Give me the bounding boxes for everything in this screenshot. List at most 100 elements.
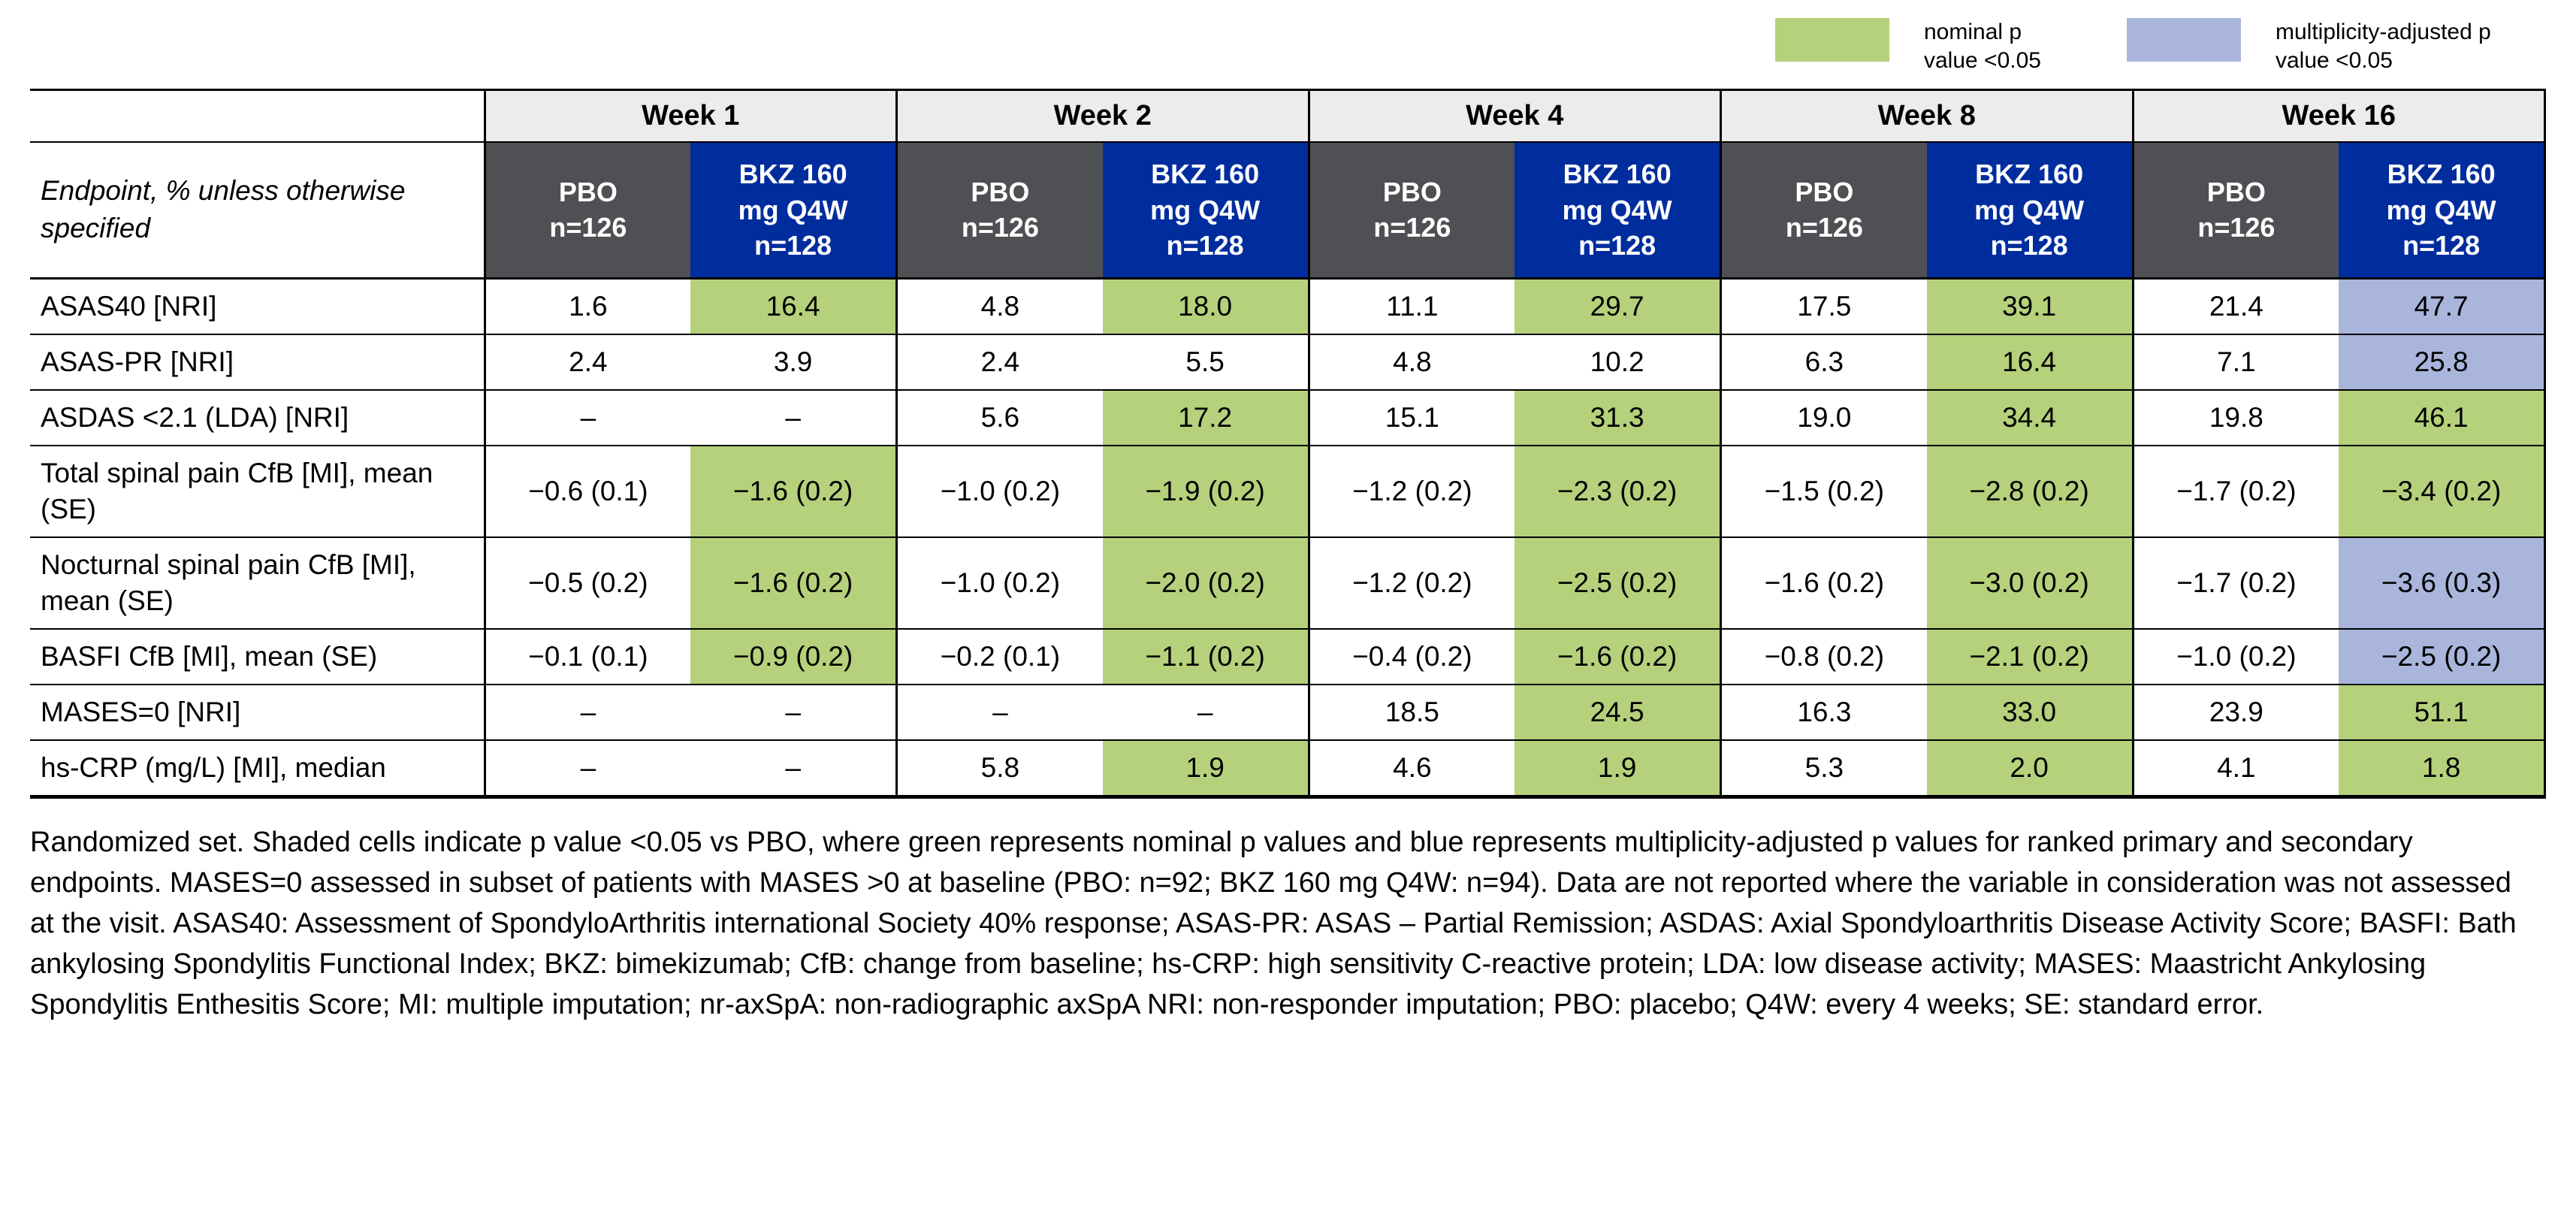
data-cell: – xyxy=(690,740,897,799)
table-row: Total spinal pain CfB [MI], mean (SE) −0.… xyxy=(30,445,2547,539)
pbo-arm-header: PBO n=126 xyxy=(2131,142,2339,280)
data-cell: 19.8 xyxy=(2131,389,2339,446)
data-cell: 24.5 xyxy=(1514,685,1721,742)
footnote: Randomized set. Shaded cells indicate p … xyxy=(30,827,2517,1021)
data-cell: −0.5 (0.2) xyxy=(483,537,691,630)
adjusted-p-label: multiplicity-adjusted p value <0.05 xyxy=(2276,20,2491,73)
data-cell: −1.0 (0.2) xyxy=(2131,629,2339,686)
bkz-arm-header: BKZ 160 mg Q4W n=128 xyxy=(2339,142,2547,280)
endpoint-label: ASDAS <2.1 (LDA) [NRI] xyxy=(30,389,485,446)
data-cell: 5.5 xyxy=(1102,334,1309,391)
data-cell: −0.4 (0.2) xyxy=(1307,629,1515,686)
data-cell: 1.8 xyxy=(2339,740,2547,799)
endpoint-label: ASAS40 [NRI] xyxy=(30,278,485,335)
data-cell: 1.9 xyxy=(1102,740,1309,799)
data-cell: −1.1 (0.2) xyxy=(1102,629,1309,686)
endpoint-label: Total spinal pain CfB [MI], mean (SE) xyxy=(30,445,485,539)
data-cell: 15.1 xyxy=(1307,389,1515,446)
data-cell: 5.3 xyxy=(1719,740,1927,799)
corner-blank-cell xyxy=(30,89,485,143)
data-cell: 23.9 xyxy=(2131,685,2339,742)
table-row: ASAS-PR [NRI] 2.4 3.9 2.4 5.5 4.8 10.2 6.3 16.4 7… xyxy=(30,334,2547,391)
data-cell: 29.7 xyxy=(1514,278,1721,335)
data-cell: −1.5 (0.2) xyxy=(1719,445,1927,539)
data-cell: 17.2 xyxy=(1102,389,1309,446)
table-row: Nocturnal spinal pain CfB [MI], mean (SE… xyxy=(30,537,2547,630)
bkz-arm-header: BKZ 160 mg Q4W n=128 xyxy=(1102,142,1309,280)
data-cell: 21.4 xyxy=(2131,278,2339,335)
week-header-2: Week 2 xyxy=(895,89,1309,143)
table-row: BASFI CfB [MI], mean (SE) −0.1 (0.1) −0.9 … xyxy=(30,629,2547,686)
week-header-3: Week 4 xyxy=(1307,89,1721,143)
data-cell: 10.2 xyxy=(1514,334,1721,391)
pbo-arm-header: PBO n=126 xyxy=(1719,142,1927,280)
data-cell: −0.9 (0.2) xyxy=(690,629,897,686)
data-cell: – xyxy=(690,389,897,446)
data-cell: −1.0 (0.2) xyxy=(895,537,1103,630)
data-cell: −2.8 (0.2) xyxy=(1926,445,2133,539)
endpoint-label: hs-CRP (mg/L) [MI], median xyxy=(30,740,485,799)
data-cell: −2.5 (0.2) xyxy=(2339,629,2547,686)
endpoint-label: Nocturnal spinal pain CfB [MI], mean (SE… xyxy=(30,537,485,630)
week-header-4: Week 8 xyxy=(1720,89,2133,143)
data-cell: 4.1 xyxy=(2131,740,2339,799)
data-cell: – xyxy=(895,685,1103,742)
pbo-arm-header: PBO n=126 xyxy=(895,142,1103,280)
data-cell: 5.6 xyxy=(895,389,1103,446)
data-cell: 34.4 xyxy=(1926,389,2133,446)
data-cell: 1.9 xyxy=(1514,740,1721,799)
data-cell: −1.7 (0.2) xyxy=(2131,537,2339,630)
data-cell: 19.0 xyxy=(1719,389,1927,446)
nominal-p-label: nominal p value <0.05 xyxy=(1924,20,2041,73)
data-cell: −1.6 (0.2) xyxy=(690,537,897,630)
data-cell: 18.5 xyxy=(1307,685,1515,742)
table-row: MASES=0 [NRI] – – – –18.5 24.5 16.3 33.0 23.9 51.… xyxy=(30,685,2547,742)
data-cell: −2.1 (0.2) xyxy=(1926,629,2133,686)
results-table: Week 1 Week 2 Week 4 Week 8 Week 16 Endpoint,… xyxy=(30,89,2547,799)
endpoint-label: BASFI CfB [MI], mean (SE) xyxy=(30,629,485,686)
data-cell: 5.8 xyxy=(895,740,1103,799)
week-header-row: Week 1 Week 2 Week 4 Week 8 Week 16 xyxy=(30,89,2546,143)
bkz-arm-header: BKZ 160 mg Q4W n=128 xyxy=(1926,142,2133,280)
data-cell: −1.6 (0.2) xyxy=(690,445,897,539)
data-cell: 25.8 xyxy=(2339,334,2547,391)
data-cell: −3.6 (0.3) xyxy=(2339,537,2547,630)
data-cell: 4.6 xyxy=(1307,740,1515,799)
data-cell: – xyxy=(483,740,691,799)
endpoint-column-header: Endpoint, % unless otherwise specified xyxy=(30,142,485,280)
pbo-arm-header: PBO n=126 xyxy=(1307,142,1515,280)
data-cell: −0.2 (0.1) xyxy=(895,629,1103,686)
data-cell: −1.9 (0.2) xyxy=(1102,445,1309,539)
table-row: ASAS40 [NRI] 1.6 16.4 4.8 18.0 11.1 29.7 17.5 39… xyxy=(30,278,2547,335)
data-cell: 51.1 xyxy=(2339,685,2547,742)
data-cell: −3.0 (0.2) xyxy=(1926,537,2133,630)
data-cell: 7.1 xyxy=(2131,334,2339,391)
legend-bar: nominal p value <0.05 multiplicity-adjus… xyxy=(30,0,2546,89)
poster-table-section: nominal p value <0.05 multiplicity-adjus… xyxy=(30,0,2547,1021)
data-cell: 3.9 xyxy=(690,334,897,391)
data-cell: 18.0 xyxy=(1102,278,1309,335)
data-cell: −1.6 (0.2) xyxy=(1719,537,1927,630)
data-cell: 11.1 xyxy=(1307,278,1515,335)
bkz-arm-header: BKZ 160 mg Q4W n=128 xyxy=(1514,142,1721,280)
table-row: ASDAS <2.1 (LDA) [NRI] – –5.6 17.2 15.1 31.3 1… xyxy=(30,389,2547,446)
data-cell: 1.6 xyxy=(483,278,691,335)
data-cell: 2.0 xyxy=(1926,740,2133,799)
data-cell: 4.8 xyxy=(1307,334,1515,391)
legend-item-nominal: nominal p value <0.05 xyxy=(1775,18,2059,74)
data-cell: −2.3 (0.2) xyxy=(1514,445,1721,539)
adjusted-p-swatch-icon xyxy=(2127,18,2241,62)
pbo-arm-header: PBO n=126 xyxy=(483,142,691,280)
data-cell: 46.1 xyxy=(2339,389,2547,446)
data-cell: −3.4 (0.2) xyxy=(2339,445,2547,539)
endpoint-label: MASES=0 [NRI] xyxy=(30,685,485,742)
p-value-legend: nominal p value <0.05 multiplicity-adjus… xyxy=(1775,18,2546,74)
data-cell: −0.6 (0.1) xyxy=(483,445,691,539)
data-cell: 33.0 xyxy=(1926,685,2133,742)
data-cell: 17.5 xyxy=(1719,278,1927,335)
data-cell: – xyxy=(1102,685,1309,742)
data-cell: 4.8 xyxy=(895,278,1103,335)
data-cell: −2.0 (0.2) xyxy=(1102,537,1309,630)
data-cell: – xyxy=(690,685,897,742)
data-cell: 16.4 xyxy=(1926,334,2133,391)
